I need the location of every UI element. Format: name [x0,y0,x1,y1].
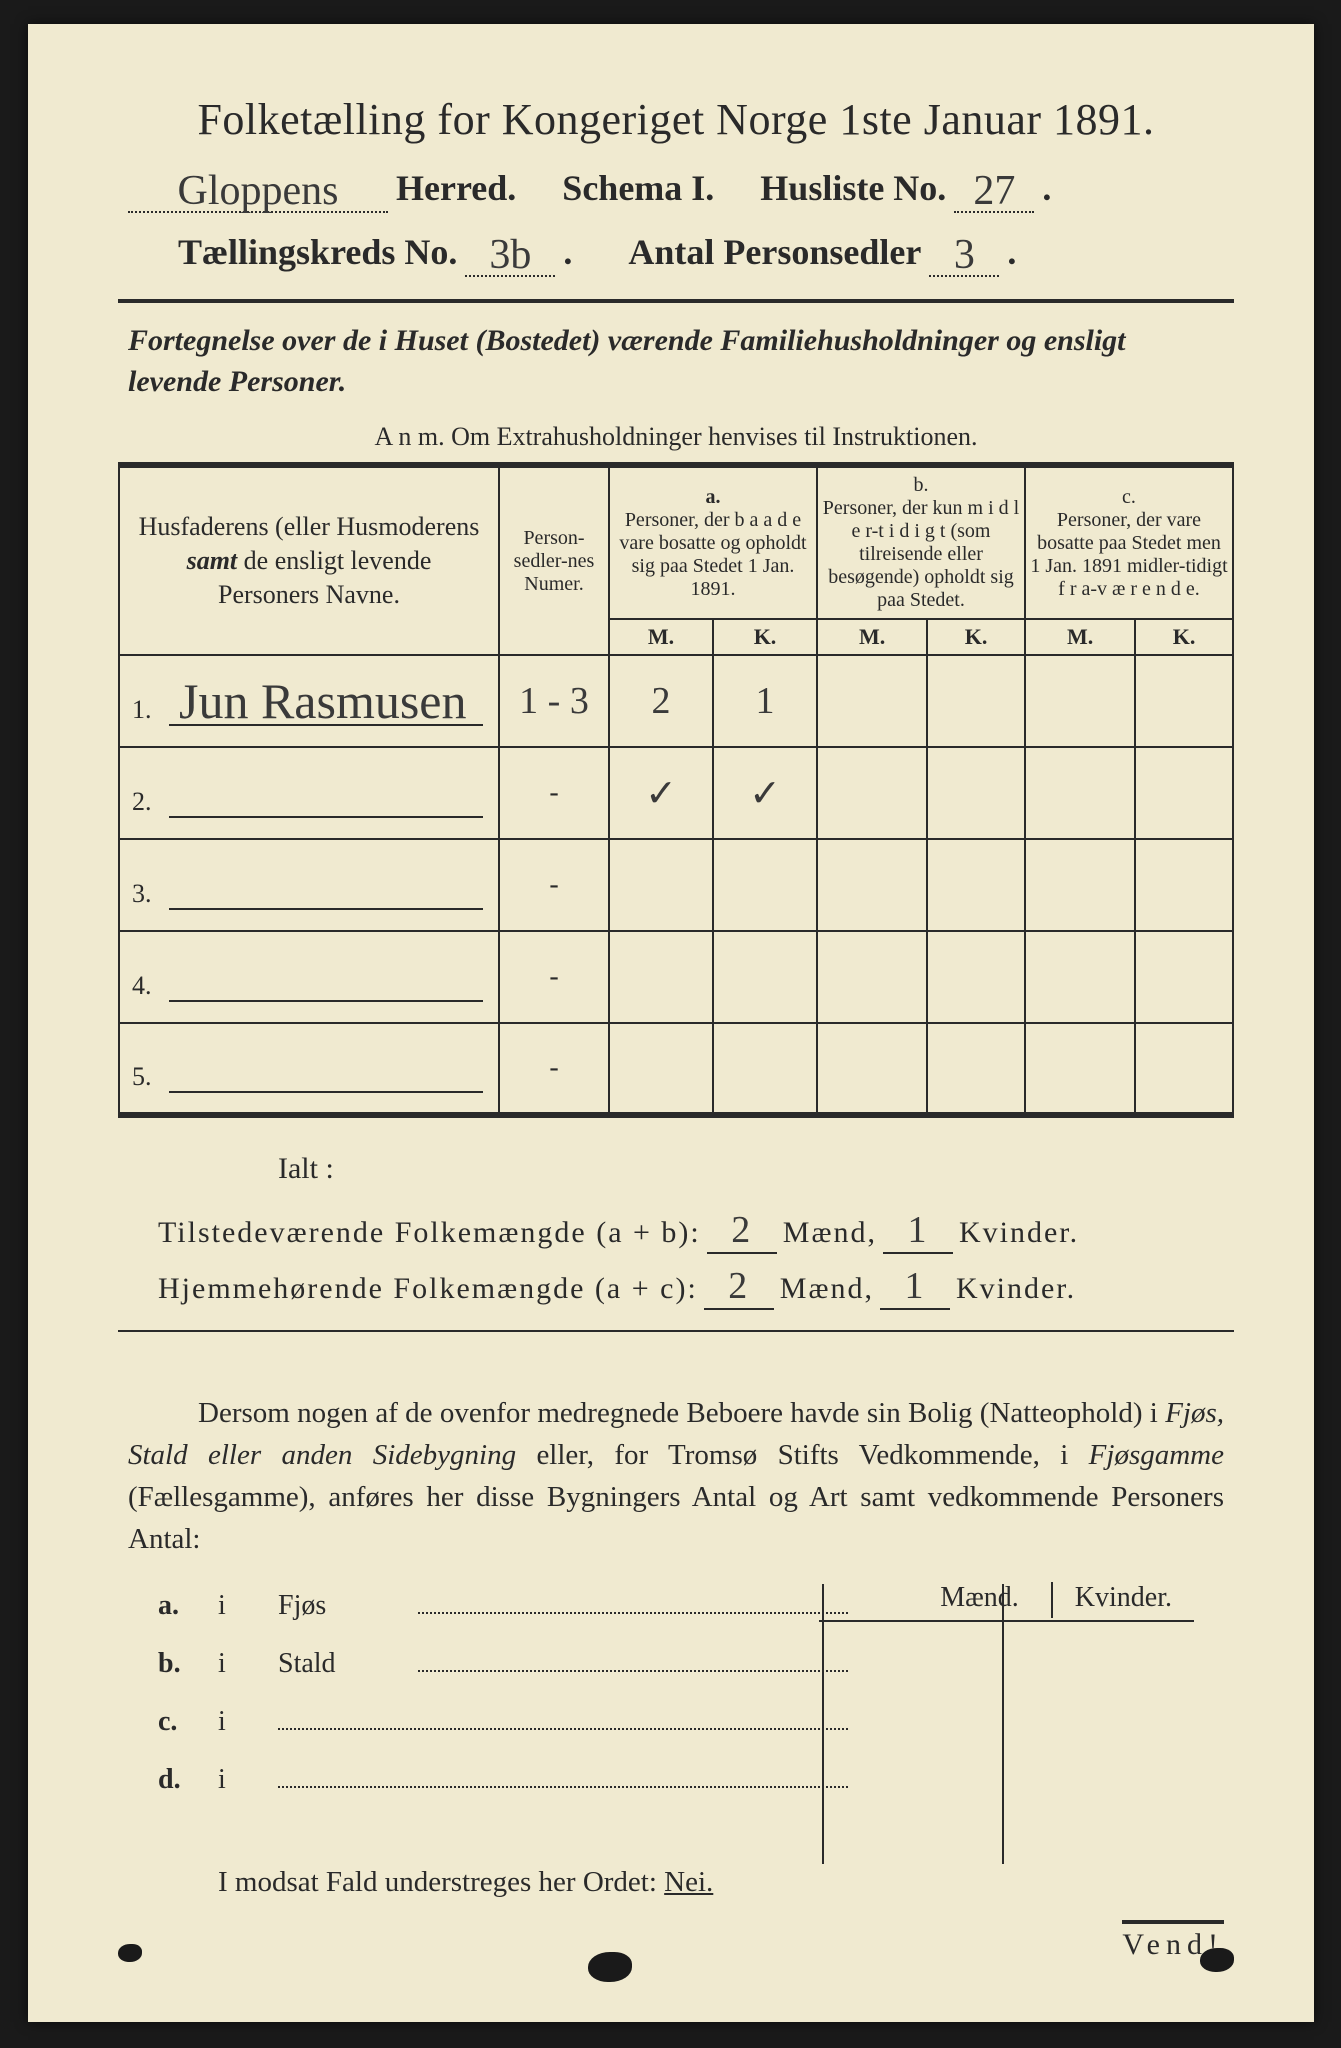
herred-value: Gloppens [178,168,339,214]
building-row: d. i [158,1764,1224,1796]
antal-label: Antal Personsedler [628,231,921,273]
col-a: a. Personer, der b a a d e vare bosatte … [609,465,817,619]
husliste-value: 27 [973,168,1015,214]
col-c: c. Personer, der vare bosatte paa Stedet… [1025,465,1233,619]
header-line-3: Tællingskreds No. 3b . Antal Personsedle… [118,227,1234,277]
col-b-m: M. [817,619,927,655]
modsat-line: I modsat Fald understreges her Ordet: Ne… [218,1866,1234,1899]
sum-tilstede: Tilstedeværende Folkemængde (a + b): 2 M… [158,1208,1234,1254]
building-row: c. i [158,1706,1224,1738]
divider [118,1330,1234,1332]
ialt-label: Ialt : [278,1152,1234,1186]
census-form-page: Folketælling for Kongeriget Norge 1ste J… [28,24,1314,2022]
col-a-k: K. [713,619,817,655]
fortegnelse-heading: Fortegnelse over de i Huset (Bostedet) v… [118,321,1234,402]
col-c-m: M. [1025,619,1135,655]
col-b: b. Personer, der kun m i d l e r-t i d i… [817,465,1025,619]
sum-hjemme: Hjemmehørende Folkemængde (a + c): 2 Mæn… [158,1264,1234,1310]
kreds-value: 3b [489,232,531,278]
schema-label: Schema I. [562,167,714,209]
table-row: 5. - [119,1023,1233,1115]
antal-value: 3 [954,232,975,278]
anm-note: A n m. Om Extrahusholdninger henvises ti… [118,422,1234,452]
table-row: 1. Jun Rasmusen 1 - 3 2 1 [119,655,1233,747]
header-line-2: Gloppens Herred. Schema I. Husliste No. … [118,163,1234,213]
col-a-m: M. [609,619,713,655]
table-row: 2. - ✓ ✓ [119,747,1233,839]
page-title: Folketælling for Kongeriget Norge 1ste J… [118,94,1234,145]
ink-blotch [588,1952,632,1982]
col-numer: Person-sedler-nes Numer. [499,465,609,655]
col-c-k: K. [1135,619,1233,655]
husliste-label: Husliste No. [760,167,946,209]
building-row: b. i Stald [158,1648,1224,1680]
col-names: Husfaderens (eller Husmoderens samt de e… [119,465,499,655]
table-row: 3. - [119,839,1233,931]
table-row: 4. - [119,931,1233,1023]
census-table: Husfaderens (eller Husmoderens samt de e… [118,462,1234,1118]
mk-header: Mænd. Kvinder. [918,1582,1194,1618]
col-b-k: K. [927,619,1025,655]
name-hw: Jun Rasmusen [179,672,467,730]
kreds-label: Tællingskreds No. [178,231,457,273]
dersom-paragraph: Dersom nogen af de ovenfor medregnede Be… [128,1392,1224,1560]
buildings-block: Mænd. Kvinder. a. i Fjøs b. i Stald c. i… [128,1590,1224,1796]
ink-blotch [118,1944,142,1962]
divider [118,299,1234,303]
herred-label: Herred. [396,167,516,209]
ink-blotch [1200,1948,1234,1972]
